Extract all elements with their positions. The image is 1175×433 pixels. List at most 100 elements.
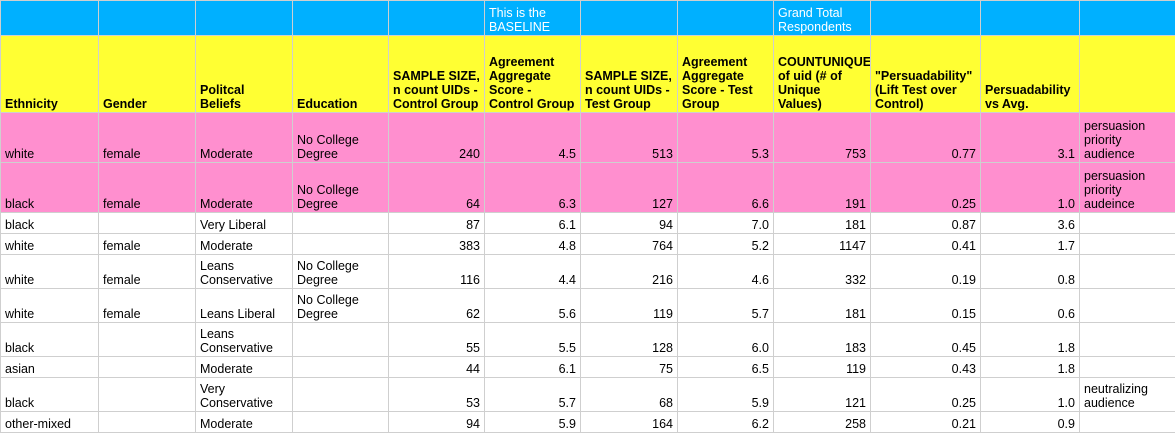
cell[interactable]: 6.3	[485, 163, 581, 213]
cell[interactable]	[293, 412, 389, 433]
cell[interactable]: 0.77	[871, 113, 981, 163]
cell[interactable]: white	[1, 255, 99, 289]
cell[interactable]: No College Degree	[293, 163, 389, 213]
cell[interactable]: Leans Liberal	[196, 289, 293, 323]
cell[interactable]: 5.9	[485, 412, 581, 433]
cell[interactable]: 6.6	[678, 163, 774, 213]
cell[interactable]	[981, 1, 1080, 36]
cell[interactable]: 1.8	[981, 357, 1080, 378]
grand-total-note-cell[interactable]: Grand Total Respondents	[774, 1, 871, 36]
cell[interactable]: 5.3	[678, 113, 774, 163]
cell[interactable]: 127	[581, 163, 678, 213]
cell[interactable]: persuasion priority audeince	[1080, 163, 1175, 213]
cell[interactable]: 68	[581, 378, 678, 412]
cell[interactable]	[293, 323, 389, 357]
cell[interactable]: white	[1, 234, 99, 255]
cell[interactable]: 5.6	[485, 289, 581, 323]
header-sample-size-test[interactable]: SAMPLE SIZE, n count UIDs - Test Group	[581, 36, 678, 113]
cell[interactable]: female	[99, 163, 196, 213]
cell[interactable]: 183	[774, 323, 871, 357]
cell[interactable]: 5.2	[678, 234, 774, 255]
header-political-beliefs[interactable]: Politcal Beliefs	[196, 36, 293, 113]
cell[interactable]: Leans Conservative	[196, 255, 293, 289]
cell[interactable]: 240	[389, 113, 485, 163]
cell[interactable]: 5.7	[678, 289, 774, 323]
cell[interactable]: 5.5	[485, 323, 581, 357]
cell[interactable]: female	[99, 255, 196, 289]
cell[interactable]: 3.1	[981, 113, 1080, 163]
cell[interactable]: asian	[1, 357, 99, 378]
cell[interactable]: 5.9	[678, 378, 774, 412]
cell[interactable]	[871, 1, 981, 36]
cell[interactable]: Moderate	[196, 113, 293, 163]
cell[interactable]: 0.9	[981, 412, 1080, 433]
cell[interactable]: 0.6	[981, 289, 1080, 323]
cell[interactable]	[581, 1, 678, 36]
cell[interactable]	[99, 1, 196, 36]
cell[interactable]	[1080, 1, 1175, 36]
cell[interactable]	[99, 378, 196, 412]
cell[interactable]: 0.87	[871, 213, 981, 234]
cell[interactable]	[99, 213, 196, 234]
cell[interactable]: 94	[389, 412, 485, 433]
cell[interactable]: 5.7	[485, 378, 581, 412]
cell[interactable]: black	[1, 213, 99, 234]
cell[interactable]: 181	[774, 289, 871, 323]
cell[interactable]	[99, 323, 196, 357]
cell[interactable]: 0.21	[871, 412, 981, 433]
cell[interactable]: Very Liberal	[196, 213, 293, 234]
cell[interactable]: 44	[389, 357, 485, 378]
cell[interactable]: white	[1, 113, 99, 163]
cell[interactable]	[1080, 289, 1175, 323]
cell[interactable]	[293, 213, 389, 234]
header-persuadability[interactable]: "Persuadability" (Lift Test over Control…	[871, 36, 981, 113]
cell[interactable]: other-mixed	[1, 412, 99, 433]
cell[interactable]: black	[1, 163, 99, 213]
cell[interactable]	[293, 357, 389, 378]
cell[interactable]: 4.4	[485, 255, 581, 289]
cell[interactable]	[99, 412, 196, 433]
cell[interactable]: 4.6	[678, 255, 774, 289]
cell[interactable]: 6.5	[678, 357, 774, 378]
cell[interactable]	[196, 1, 293, 36]
cell[interactable]: Leans Conservative	[196, 323, 293, 357]
cell[interactable]: 164	[581, 412, 678, 433]
cell[interactable]: 64	[389, 163, 485, 213]
cell[interactable]: 128	[581, 323, 678, 357]
cell[interactable]: 6.0	[678, 323, 774, 357]
cell[interactable]: 116	[389, 255, 485, 289]
cell[interactable]	[1080, 213, 1175, 234]
cell[interactable]	[1, 1, 99, 36]
cell[interactable]: Moderate	[196, 234, 293, 255]
cell[interactable]: black	[1, 323, 99, 357]
cell[interactable]: Moderate	[196, 412, 293, 433]
cell[interactable]: 0.25	[871, 378, 981, 412]
cell[interactable]: 1.7	[981, 234, 1080, 255]
cell[interactable]: 3.6	[981, 213, 1080, 234]
cell[interactable]: female	[99, 113, 196, 163]
cell[interactable]: 94	[581, 213, 678, 234]
header-countunique[interactable]: COUNTUNIQUE of uid (# of Unique Values)	[774, 36, 871, 113]
cell[interactable]: neutralizing audience	[1080, 378, 1175, 412]
cell[interactable]: white	[1, 289, 99, 323]
cell[interactable]: 0.45	[871, 323, 981, 357]
cell[interactable]: 6.1	[485, 213, 581, 234]
cell[interactable]: 6.2	[678, 412, 774, 433]
cell[interactable]: 764	[581, 234, 678, 255]
header-ethnicity[interactable]: Ethnicity	[1, 36, 99, 113]
cell[interactable]: 55	[389, 323, 485, 357]
cell[interactable]: 0.8	[981, 255, 1080, 289]
cell[interactable]: 1.0	[981, 378, 1080, 412]
cell[interactable]: 1.0	[981, 163, 1080, 213]
cell[interactable]: 1.8	[981, 323, 1080, 357]
cell[interactable]	[1080, 234, 1175, 255]
cell[interactable]: 0.15	[871, 289, 981, 323]
cell[interactable]: 87	[389, 213, 485, 234]
cell[interactable]: 191	[774, 163, 871, 213]
cell[interactable]: 53	[389, 378, 485, 412]
cell[interactable]: 0.41	[871, 234, 981, 255]
cell[interactable]: Moderate	[196, 357, 293, 378]
baseline-note-cell[interactable]: This is the BASELINE	[485, 1, 581, 36]
cell[interactable]: 6.1	[485, 357, 581, 378]
header-agreement-test[interactable]: Agreement Aggregate Score - Test Group	[678, 36, 774, 113]
